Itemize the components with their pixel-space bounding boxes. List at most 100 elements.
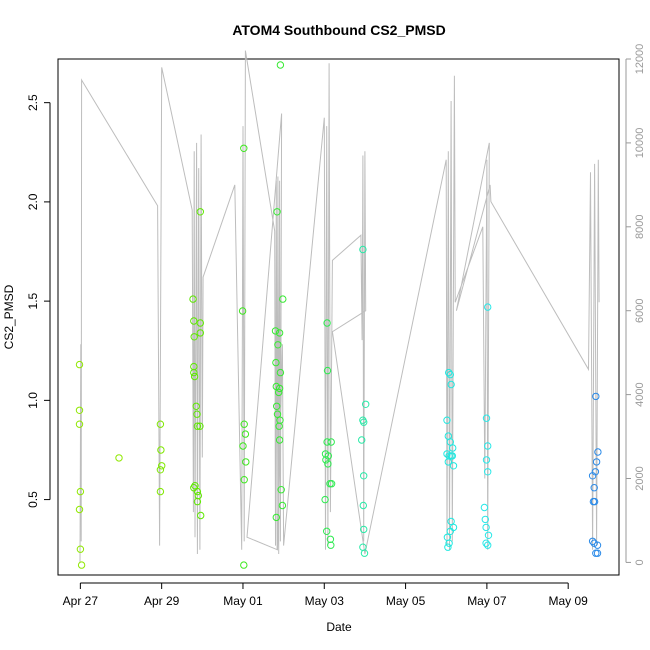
data-point [323, 366, 332, 375]
data-point [322, 456, 330, 464]
data-point [276, 368, 285, 377]
data-point [445, 368, 453, 377]
data-point [482, 414, 491, 422]
x-tick-label: May 03 [305, 594, 345, 608]
y2-tick-label: 2000 [634, 466, 646, 490]
data-point [75, 505, 84, 514]
data-point [327, 480, 336, 488]
data-point [359, 501, 367, 510]
data-point [196, 319, 205, 327]
data-point [272, 358, 280, 367]
data-point [323, 319, 331, 327]
data-point [240, 420, 248, 428]
data-point [480, 503, 489, 512]
data-point [445, 539, 453, 547]
data-point [271, 327, 280, 335]
x-axis: Apr 27 Apr 29 May 01 May 03 May 05 May 07 May … [63, 582, 589, 608]
data-point [242, 458, 250, 466]
y-axis-label: CS2_PMSD [2, 284, 16, 349]
data-point [193, 497, 202, 506]
data-point [156, 466, 165, 474]
x-tick-label: Apr 29 [144, 594, 180, 608]
data-point [193, 487, 202, 496]
data-point [449, 444, 457, 452]
data-point [360, 549, 369, 557]
data-point [275, 329, 284, 337]
y2-tick-label: 8000 [634, 215, 646, 239]
data-point [359, 543, 367, 551]
x-tick-label: May 07 [467, 594, 507, 608]
x-tick-label: Apr 27 [63, 594, 99, 608]
data-point [324, 452, 332, 460]
data-point [484, 541, 492, 549]
data-point [447, 517, 455, 526]
data-point [277, 486, 285, 494]
data-point [446, 527, 454, 535]
data-point [189, 295, 197, 303]
data-point [481, 515, 489, 524]
data-point [484, 531, 493, 539]
y-tick-label: 0.5 [26, 491, 40, 508]
data-point [75, 360, 84, 369]
data-point [190, 368, 198, 377]
y2-tick-label: 0 [634, 559, 646, 565]
data-point [76, 487, 85, 496]
x-tick-label: May 09 [549, 594, 589, 608]
data-point [275, 388, 283, 397]
data-point [239, 442, 247, 450]
data-point [240, 144, 248, 153]
x-tick-label: May 05 [386, 594, 426, 608]
data-point [593, 541, 602, 549]
y-tick-label: 1.0 [26, 392, 40, 409]
points-layer [75, 61, 602, 569]
data-point [77, 561, 86, 569]
data-point [76, 545, 85, 553]
data-point [588, 537, 597, 545]
data-point [275, 422, 283, 430]
data-point [196, 422, 204, 430]
data-point [276, 61, 285, 69]
data-point [193, 410, 201, 418]
data-point [327, 541, 335, 549]
secondary-series-line [79, 50, 600, 563]
data-point [197, 511, 205, 520]
data-point [359, 245, 367, 254]
data-point [75, 420, 84, 428]
secondary-line-layer [79, 50, 600, 563]
data-point [238, 307, 247, 315]
data-point [273, 410, 282, 418]
data-point [484, 468, 492, 476]
data-point [273, 402, 281, 410]
data-point [590, 484, 598, 492]
data-point [158, 462, 166, 470]
data-point [156, 420, 165, 428]
data-point [446, 370, 454, 379]
data-point [241, 430, 250, 438]
data-point [272, 513, 280, 522]
data-point [321, 495, 329, 504]
x-tick-label: May 01 [223, 594, 263, 608]
data-point [588, 472, 597, 480]
data-point [273, 208, 281, 216]
y-tick-label: 1.5 [26, 292, 40, 309]
data-point [358, 436, 366, 444]
data-point [594, 448, 602, 456]
x-axis-label: Date [326, 620, 352, 634]
data-point [75, 406, 84, 414]
data-point [323, 527, 331, 535]
y2-axis: 0 2000 4000 6000 8000 10000 12000 [625, 44, 646, 565]
data-point [592, 392, 600, 401]
data-point [324, 460, 332, 468]
data-point [443, 416, 451, 424]
data-point [360, 525, 368, 534]
data-point [444, 458, 452, 466]
data-point [193, 422, 202, 430]
data-point [444, 543, 452, 551]
data-point [156, 487, 165, 496]
data-point [448, 452, 456, 460]
data-point [279, 295, 287, 303]
data-point [327, 438, 335, 446]
y2-tick-label: 4000 [634, 382, 646, 406]
data-point [593, 549, 602, 557]
